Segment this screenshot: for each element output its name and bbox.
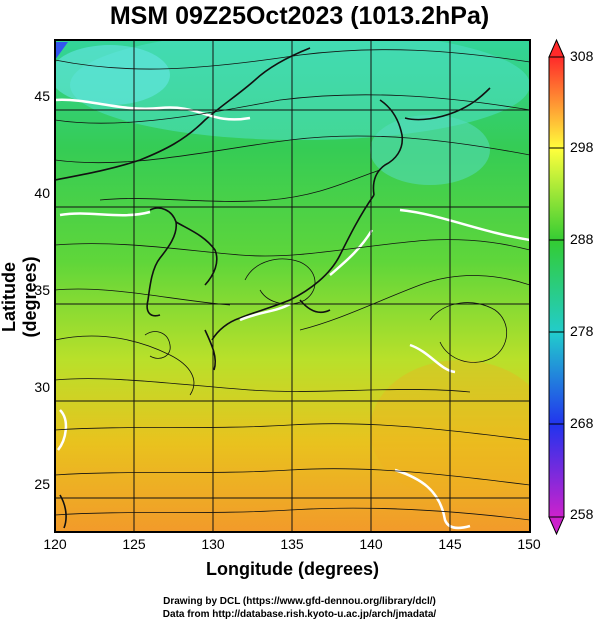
credit-data-source: Data from http://database.rish.kyoto-u.a… — [162, 609, 437, 620]
coastline — [55, 47, 491, 529]
plot-frame — [54, 39, 531, 533]
map-title: MSM 09Z25Oct2023 (1013.2hPa) — [109, 2, 490, 30]
y-tick-label: 35 — [34, 282, 50, 298]
x-tick-label: 130 — [201, 536, 225, 552]
colorbar — [548, 38, 565, 536]
colorbar-tick-label: 298 — [570, 139, 594, 155]
x-axis-label: Longitude (degrees) — [205, 559, 379, 579]
colorbar-tick-label: 308 — [570, 48, 594, 64]
credit-drawing: Drawing by DCL (https://www.gfd-dennou.o… — [163, 596, 436, 607]
colorbar-tick-label: 258 — [570, 506, 594, 522]
colorbar-tick-label: 288 — [570, 231, 594, 247]
x-tick-label: 120 — [43, 536, 67, 552]
x-tick-label: 145 — [438, 536, 462, 552]
x-tick-label: 135 — [280, 536, 304, 552]
y-tick-label: 45 — [34, 88, 50, 104]
x-tick-label: 140 — [359, 536, 383, 552]
x-tick-label: 150 — [517, 536, 541, 552]
y-tick-label: 25 — [34, 476, 50, 492]
x-tick-label: 125 — [122, 536, 146, 552]
wind-streamlines — [55, 49, 530, 521]
y-tick-label: 40 — [34, 185, 50, 201]
colorbar-tick-label: 278 — [570, 323, 594, 339]
y-tick-label: 30 — [34, 379, 50, 395]
lat-lon-grid — [55, 40, 530, 532]
contour-lines — [55, 98, 530, 530]
colorbar-tick-label: 268 — [570, 415, 594, 431]
